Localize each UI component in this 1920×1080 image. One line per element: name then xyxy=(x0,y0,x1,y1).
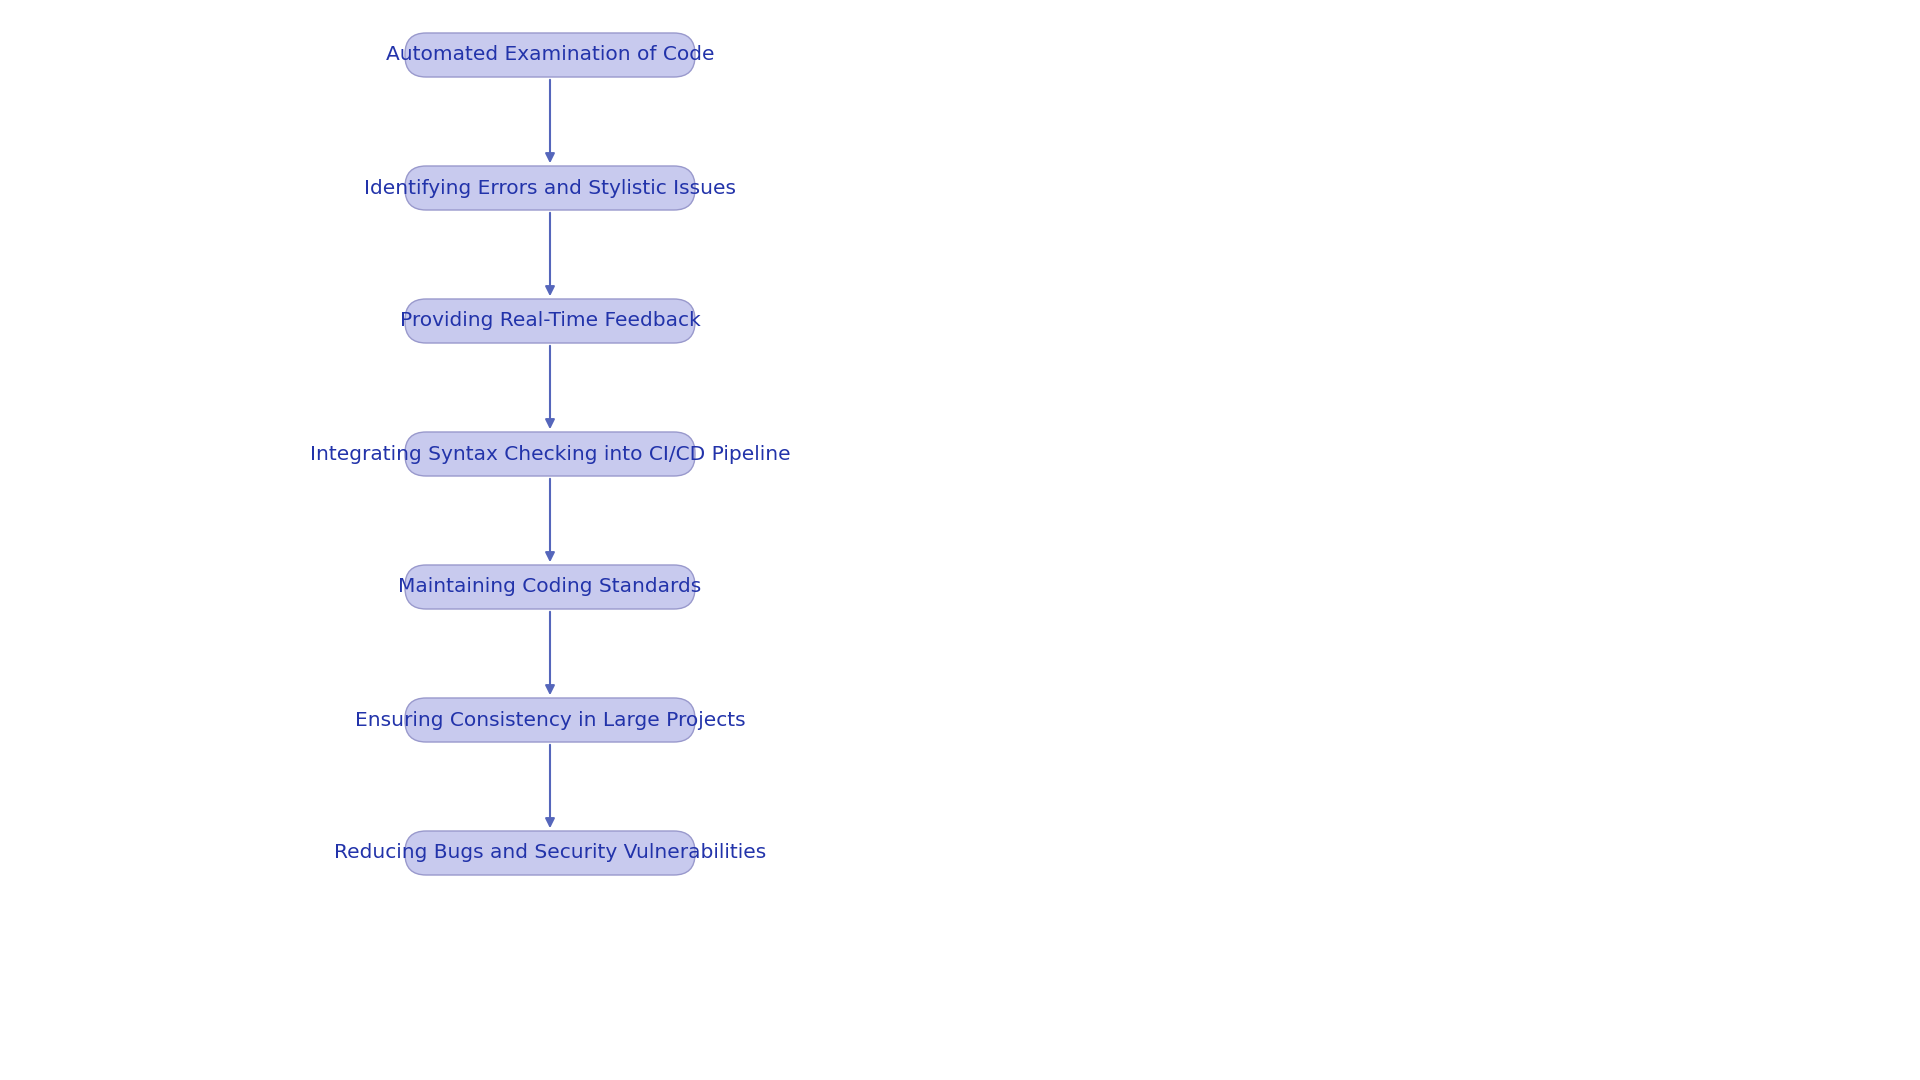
FancyBboxPatch shape xyxy=(405,33,695,77)
FancyBboxPatch shape xyxy=(405,698,695,742)
Text: Integrating Syntax Checking into CI/CD Pipeline: Integrating Syntax Checking into CI/CD P… xyxy=(309,445,791,463)
Text: Reducing Bugs and Security Vulnerabilities: Reducing Bugs and Security Vulnerabiliti… xyxy=(334,843,766,863)
FancyBboxPatch shape xyxy=(405,831,695,875)
FancyBboxPatch shape xyxy=(405,166,695,210)
Text: Ensuring Consistency in Large Projects: Ensuring Consistency in Large Projects xyxy=(355,711,745,729)
Text: Automated Examination of Code: Automated Examination of Code xyxy=(386,45,714,65)
FancyBboxPatch shape xyxy=(405,565,695,609)
Text: Identifying Errors and Stylistic Issues: Identifying Errors and Stylistic Issues xyxy=(365,178,735,198)
FancyBboxPatch shape xyxy=(405,432,695,476)
Text: Providing Real-Time Feedback: Providing Real-Time Feedback xyxy=(399,311,701,330)
Text: Maintaining Coding Standards: Maintaining Coding Standards xyxy=(397,578,701,596)
FancyBboxPatch shape xyxy=(405,299,695,343)
